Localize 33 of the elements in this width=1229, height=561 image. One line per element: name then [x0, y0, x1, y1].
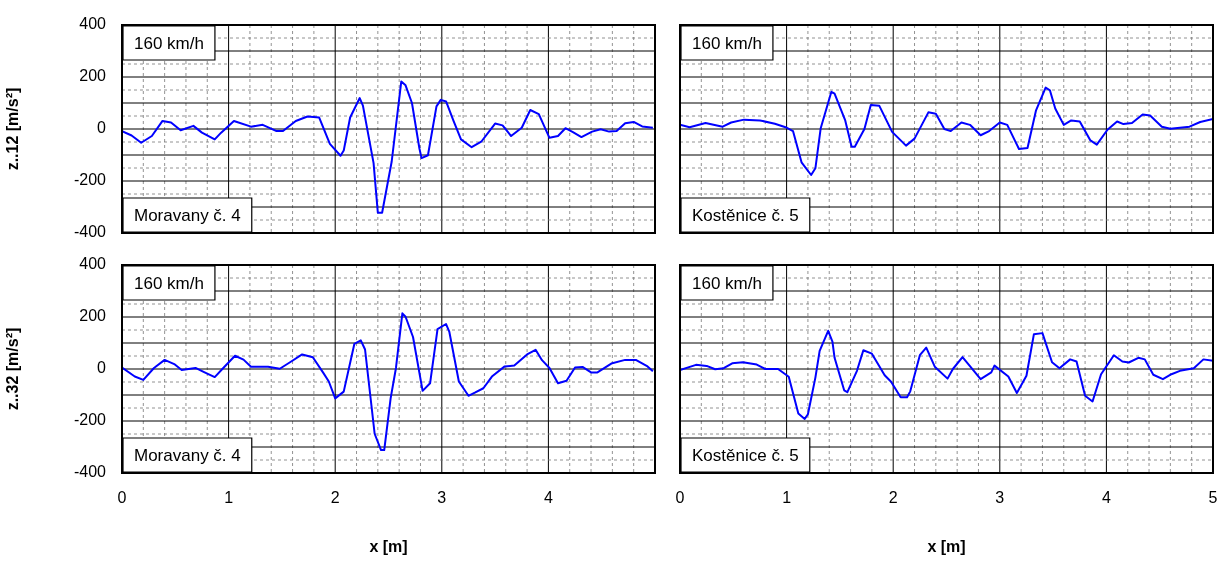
annotation: Moravany č. 4 — [134, 445, 241, 465]
x-axis-title: x [m] — [369, 537, 408, 555]
y-tick-label: 400 — [79, 255, 107, 273]
annotation: Moravany č. 4 — [134, 205, 241, 225]
x-tick-label: 1 — [782, 489, 792, 507]
x-tick-label: 2 — [888, 489, 898, 507]
y-tick-label: -400 — [73, 463, 107, 481]
x-tick-label: 0 — [675, 489, 685, 507]
annotation: 160 km/h — [134, 33, 204, 53]
y-tick-label: 200 — [79, 67, 107, 85]
annotation: Kostěnice č. 5 — [692, 205, 799, 225]
x-tick-label: 0 — [117, 489, 127, 507]
annotation: 160 km/h — [134, 273, 204, 293]
x-tick-label: 3 — [437, 489, 447, 507]
x-tick-label: 4 — [543, 489, 553, 507]
x-tick-label: 4 — [1101, 489, 1111, 507]
y-tick-label: -400 — [73, 223, 107, 241]
y-axis-title: z..12 [m/s²] — [4, 87, 22, 171]
y-axis-title: z..32 [m/s²] — [4, 327, 22, 411]
x-tick-label: 3 — [995, 489, 1005, 507]
y-tick-label: 200 — [79, 307, 107, 325]
x-tick-label: 5 — [1208, 489, 1218, 507]
x-tick-label: 2 — [330, 489, 340, 507]
annotation: 160 km/h — [692, 273, 762, 293]
y-tick-label: 0 — [97, 119, 107, 137]
annotation: 160 km/h — [692, 33, 762, 53]
y-tick-label: 400 — [79, 15, 107, 33]
annotation: Kostěnice č. 5 — [692, 445, 799, 465]
x-tick-label: 1 — [224, 489, 234, 507]
y-tick-label: -200 — [73, 411, 107, 429]
y-tick-label: -200 — [73, 171, 107, 189]
y-tick-label: 0 — [97, 359, 107, 377]
x-axis-title: x [m] — [927, 537, 966, 555]
